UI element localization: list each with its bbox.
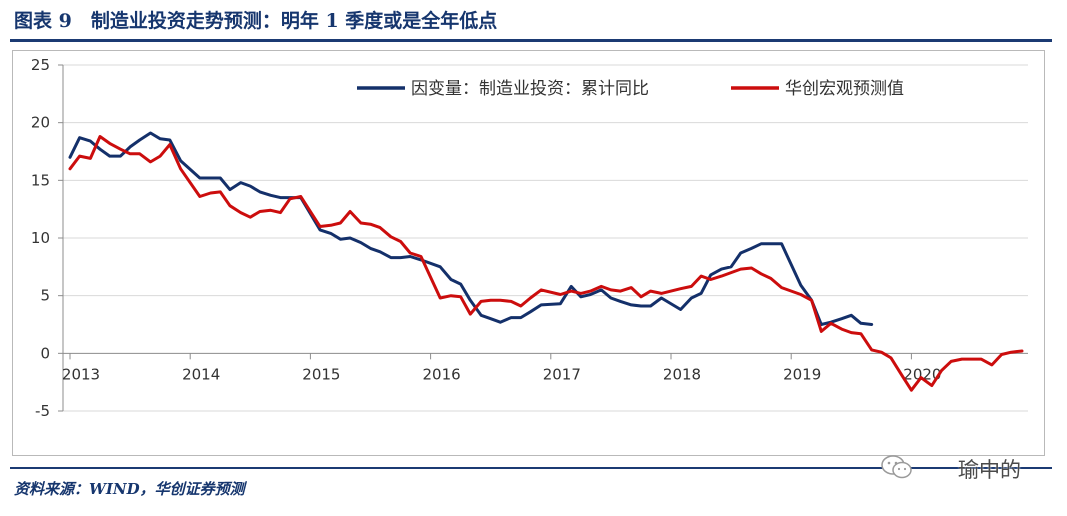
chart-panel: -5 0 5 10 15 20 25 2013 2014 2015 2016 2017 2018 2019… [12,50,1045,456]
x-tick-label: 2015 [302,365,340,383]
gridlines [63,64,1028,412]
line-chart: -5 0 5 10 15 20 25 2013 2014 2015 2016 2017 2018 2019… [31,56,1028,420]
source-note: 资料来源：WIND，华创证券预测 [14,480,245,498]
actual-series-line [68,131,874,326]
forecast-series-line [68,135,1024,392]
x-tick-label: 2013 [62,365,100,383]
y-tick-label: 25 [31,56,50,74]
y-tick-label: 5 [40,287,50,305]
x-tick-label: 2018 [663,365,701,383]
x-tick-label: 2014 [182,365,220,383]
x-tick-label: 2017 [543,365,581,383]
y-tick-label: 0 [40,344,50,362]
title-rule [10,39,1052,42]
legend-label-actual: 因变量：制造业投资：累计同比 [411,79,649,99]
x-tick-label: 2020 [903,365,941,383]
legend-label-forecast: 华创宏观预测值 [785,79,904,99]
y-tick-label: -5 [35,402,50,420]
y-tick-label: 20 [31,114,50,132]
wechat-icon [881,455,912,479]
y-tick-label: 10 [31,229,50,247]
axes: -5 0 5 10 15 20 25 2013 2014 2015 2016 2017 2018 2019… [31,56,1028,420]
x-tick-label: 2019 [783,365,821,383]
y-tick-label: 15 [31,171,50,189]
watermark: 瑜中的 [880,452,1030,482]
legend: 因变量：制造业投资：累计同比 华创宏观预测值 [357,79,904,99]
source-rule [10,467,1052,469]
x-tick-label: 2016 [423,365,461,383]
series-lines [68,131,1024,392]
figure-title: 图表 9 制造业投资走势预测：明年 1 季度或是全年低点 [14,10,498,32]
watermark-text: 瑜中的 [958,458,1021,482]
